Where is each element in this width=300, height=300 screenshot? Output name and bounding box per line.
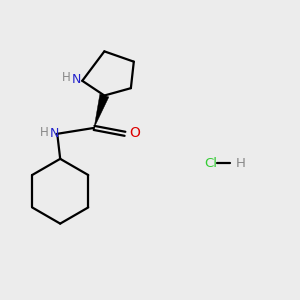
Text: H: H bbox=[236, 157, 245, 170]
Text: Cl: Cl bbox=[205, 157, 218, 170]
Text: O: O bbox=[129, 126, 140, 140]
Polygon shape bbox=[94, 94, 109, 128]
Text: N: N bbox=[50, 127, 59, 140]
Text: H: H bbox=[62, 71, 70, 84]
Text: H: H bbox=[40, 126, 48, 140]
Text: N: N bbox=[72, 73, 81, 86]
